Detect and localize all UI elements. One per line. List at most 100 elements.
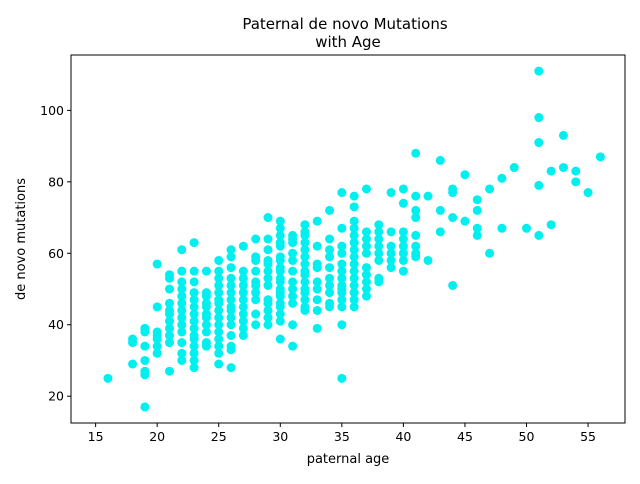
data-point — [263, 245, 273, 255]
data-point — [534, 66, 544, 76]
data-point — [546, 166, 556, 176]
data-point — [128, 359, 138, 369]
data-point — [583, 188, 593, 198]
data-point — [337, 273, 347, 283]
data-point — [337, 302, 347, 312]
data-point — [374, 220, 384, 230]
data-point — [214, 348, 224, 358]
data-point — [325, 245, 335, 255]
data-point — [226, 330, 236, 340]
data-point — [164, 330, 174, 340]
chart-title-line-1: Paternal de novo Mutations — [242, 15, 447, 33]
data-point — [177, 355, 187, 365]
data-point — [189, 288, 199, 298]
data-point — [201, 338, 211, 348]
axis-ticks: 15 20 25 30 35 40 45 50 55 20 40 60 80 100 — [40, 103, 596, 444]
data-point — [448, 184, 458, 194]
data-point — [263, 266, 273, 276]
data-point — [251, 295, 261, 305]
data-point — [214, 320, 224, 330]
x-tick-label: 50 — [519, 429, 535, 444]
data-point — [374, 227, 384, 237]
data-point — [251, 288, 261, 298]
data-point — [238, 280, 248, 290]
data-point — [361, 184, 371, 194]
data-point — [435, 155, 445, 165]
data-point — [288, 277, 298, 287]
data-point — [361, 241, 371, 251]
data-point — [423, 191, 433, 201]
data-point — [300, 227, 310, 237]
data-point — [386, 227, 396, 237]
data-point — [374, 234, 384, 244]
data-point — [325, 280, 335, 290]
data-point — [177, 338, 187, 348]
data-point — [374, 273, 384, 283]
data-point — [238, 302, 248, 312]
data-point — [214, 305, 224, 315]
data-point — [534, 113, 544, 123]
data-point — [300, 245, 310, 255]
data-point — [361, 227, 371, 237]
y-tick-label: 80 — [48, 174, 64, 189]
plot-area-frame — [70, 54, 626, 424]
data-point — [312, 277, 322, 287]
data-point — [349, 302, 359, 312]
data-point — [361, 277, 371, 287]
data-point — [140, 355, 150, 365]
data-point — [448, 280, 458, 290]
data-point — [312, 295, 322, 305]
data-point — [312, 241, 322, 251]
data-point — [214, 288, 224, 298]
data-point — [337, 248, 347, 258]
data-point — [288, 341, 298, 351]
data-point — [386, 255, 396, 265]
data-point — [214, 255, 224, 265]
data-point — [164, 316, 174, 326]
data-point — [435, 227, 445, 237]
data-point — [263, 273, 273, 283]
data-point — [226, 280, 236, 290]
data-point — [374, 255, 384, 265]
data-point — [164, 366, 174, 376]
data-point — [140, 402, 150, 412]
data-point — [398, 255, 408, 265]
data-point — [398, 266, 408, 276]
data-point — [472, 195, 482, 205]
data-point — [300, 277, 310, 287]
data-point — [571, 177, 581, 187]
data-point — [472, 223, 482, 233]
data-point — [177, 291, 187, 301]
data-point — [571, 166, 581, 176]
data-point — [238, 309, 248, 319]
x-tick-label: 25 — [211, 429, 227, 444]
data-point — [251, 234, 261, 244]
data-point — [349, 259, 359, 269]
data-point — [226, 252, 236, 262]
data-point — [251, 309, 261, 319]
data-point — [189, 355, 199, 365]
data-point — [177, 277, 187, 287]
data-point — [325, 298, 335, 308]
data-point — [300, 295, 310, 305]
data-point — [300, 266, 310, 276]
data-point — [386, 248, 396, 258]
data-point — [361, 234, 371, 244]
y-tick-label: 20 — [48, 389, 64, 404]
data-point — [189, 309, 199, 319]
data-point — [140, 323, 150, 333]
data-point — [509, 163, 519, 173]
data-point — [275, 223, 285, 233]
data-point — [128, 334, 138, 344]
data-point — [164, 270, 174, 280]
data-point — [226, 313, 236, 323]
data-point — [558, 130, 568, 140]
data-point — [337, 320, 347, 330]
data-point — [595, 152, 605, 162]
data-point — [300, 220, 310, 230]
data-point — [472, 230, 482, 240]
data-point — [325, 234, 335, 244]
data-point — [152, 302, 162, 312]
data-point — [177, 348, 187, 358]
